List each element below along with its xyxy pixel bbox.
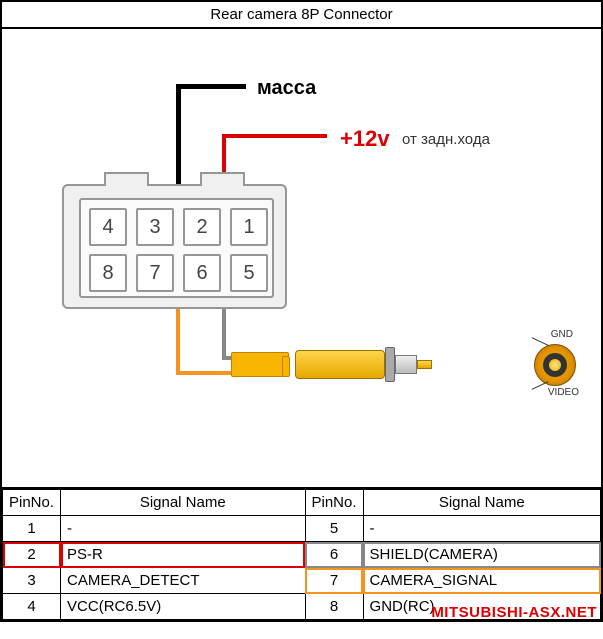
watermark: MITSUBISHI-ASX.NET [431,604,597,621]
connector-tab-left [104,172,149,186]
table-row: 1-5- [3,516,601,542]
table-cell: 6 [305,542,363,568]
label-reverse: от задн.хода [402,131,490,148]
title-bar: Rear camera 8P Connector [2,2,601,29]
pin-6: 6 [183,254,221,292]
label-12v: +12v [340,126,390,152]
wire-signal-horizontal [176,371,231,375]
rca-plug-tip [417,360,432,369]
th-signal-1: Signal Name [61,490,305,516]
pin-7: 7 [136,254,174,292]
table-cell: 8 [305,594,363,620]
table-header-row: PinNo. Signal Name PinNo. Signal Name [3,490,601,516]
connector-tab-right [200,172,245,186]
jack-label-video: VIDEO [548,387,579,398]
table-cell: 1 [3,516,61,542]
pin-4: 4 [89,208,127,246]
rca-jack [534,344,576,386]
table-row: 3CAMERA_DETECT7CAMERA_SIGNAL [3,568,601,594]
table-cell: - [363,516,600,542]
rca-plug-body [295,350,385,379]
wire-12v-horizontal [222,134,327,138]
table-cell: CAMERA_DETECT [61,568,305,594]
pin-1: 1 [230,208,268,246]
table-cell: 5 [305,516,363,542]
rca-plug-ring [385,347,395,382]
diagram-area: масса +12v от задн.хода 4 3 2 1 8 7 6 5 [2,29,601,489]
table-cell: 3 [3,568,61,594]
wire-shield-vertical [222,309,226,359]
table-cell: VCC(RC6.5V) [61,594,305,620]
table-row: 2PS-R6SHIELD(CAMERA) [3,542,601,568]
diagram-frame: Rear camera 8P Connector масса +12v от з… [0,0,603,622]
jack-label-gnd: GND [551,329,573,340]
pin-5: 5 [230,254,268,292]
connector-inner: 4 3 2 1 8 7 6 5 [79,198,274,298]
wire-shield-horizontal [222,356,231,360]
wire-ground-vertical [176,84,181,189]
pin-8: 8 [89,254,127,292]
label-ground: масса [257,77,316,100]
table-cell: PS-R [61,542,305,568]
pin-3: 3 [136,208,174,246]
table-cell: SHIELD(CAMERA) [363,542,600,568]
th-pinno-1: PinNo. [3,490,61,516]
cable-sheath [231,352,289,377]
th-signal-2: Signal Name [363,490,600,516]
table-cell: - [61,516,305,542]
pinout-table: PinNo. Signal Name PinNo. Signal Name 1-… [2,489,601,620]
th-pinno-2: PinNo. [305,490,363,516]
pin-2: 2 [183,208,221,246]
table-cell: 4 [3,594,61,620]
connector-housing: 4 3 2 1 8 7 6 5 [62,184,287,309]
wire-signal-vertical [176,309,180,374]
rca-plug-sleeve [395,355,417,374]
table-cell: 2 [3,542,61,568]
table-cell: 7 [305,568,363,594]
wire-ground-horizontal [176,84,246,89]
table-cell: CAMERA_SIGNAL [363,568,600,594]
